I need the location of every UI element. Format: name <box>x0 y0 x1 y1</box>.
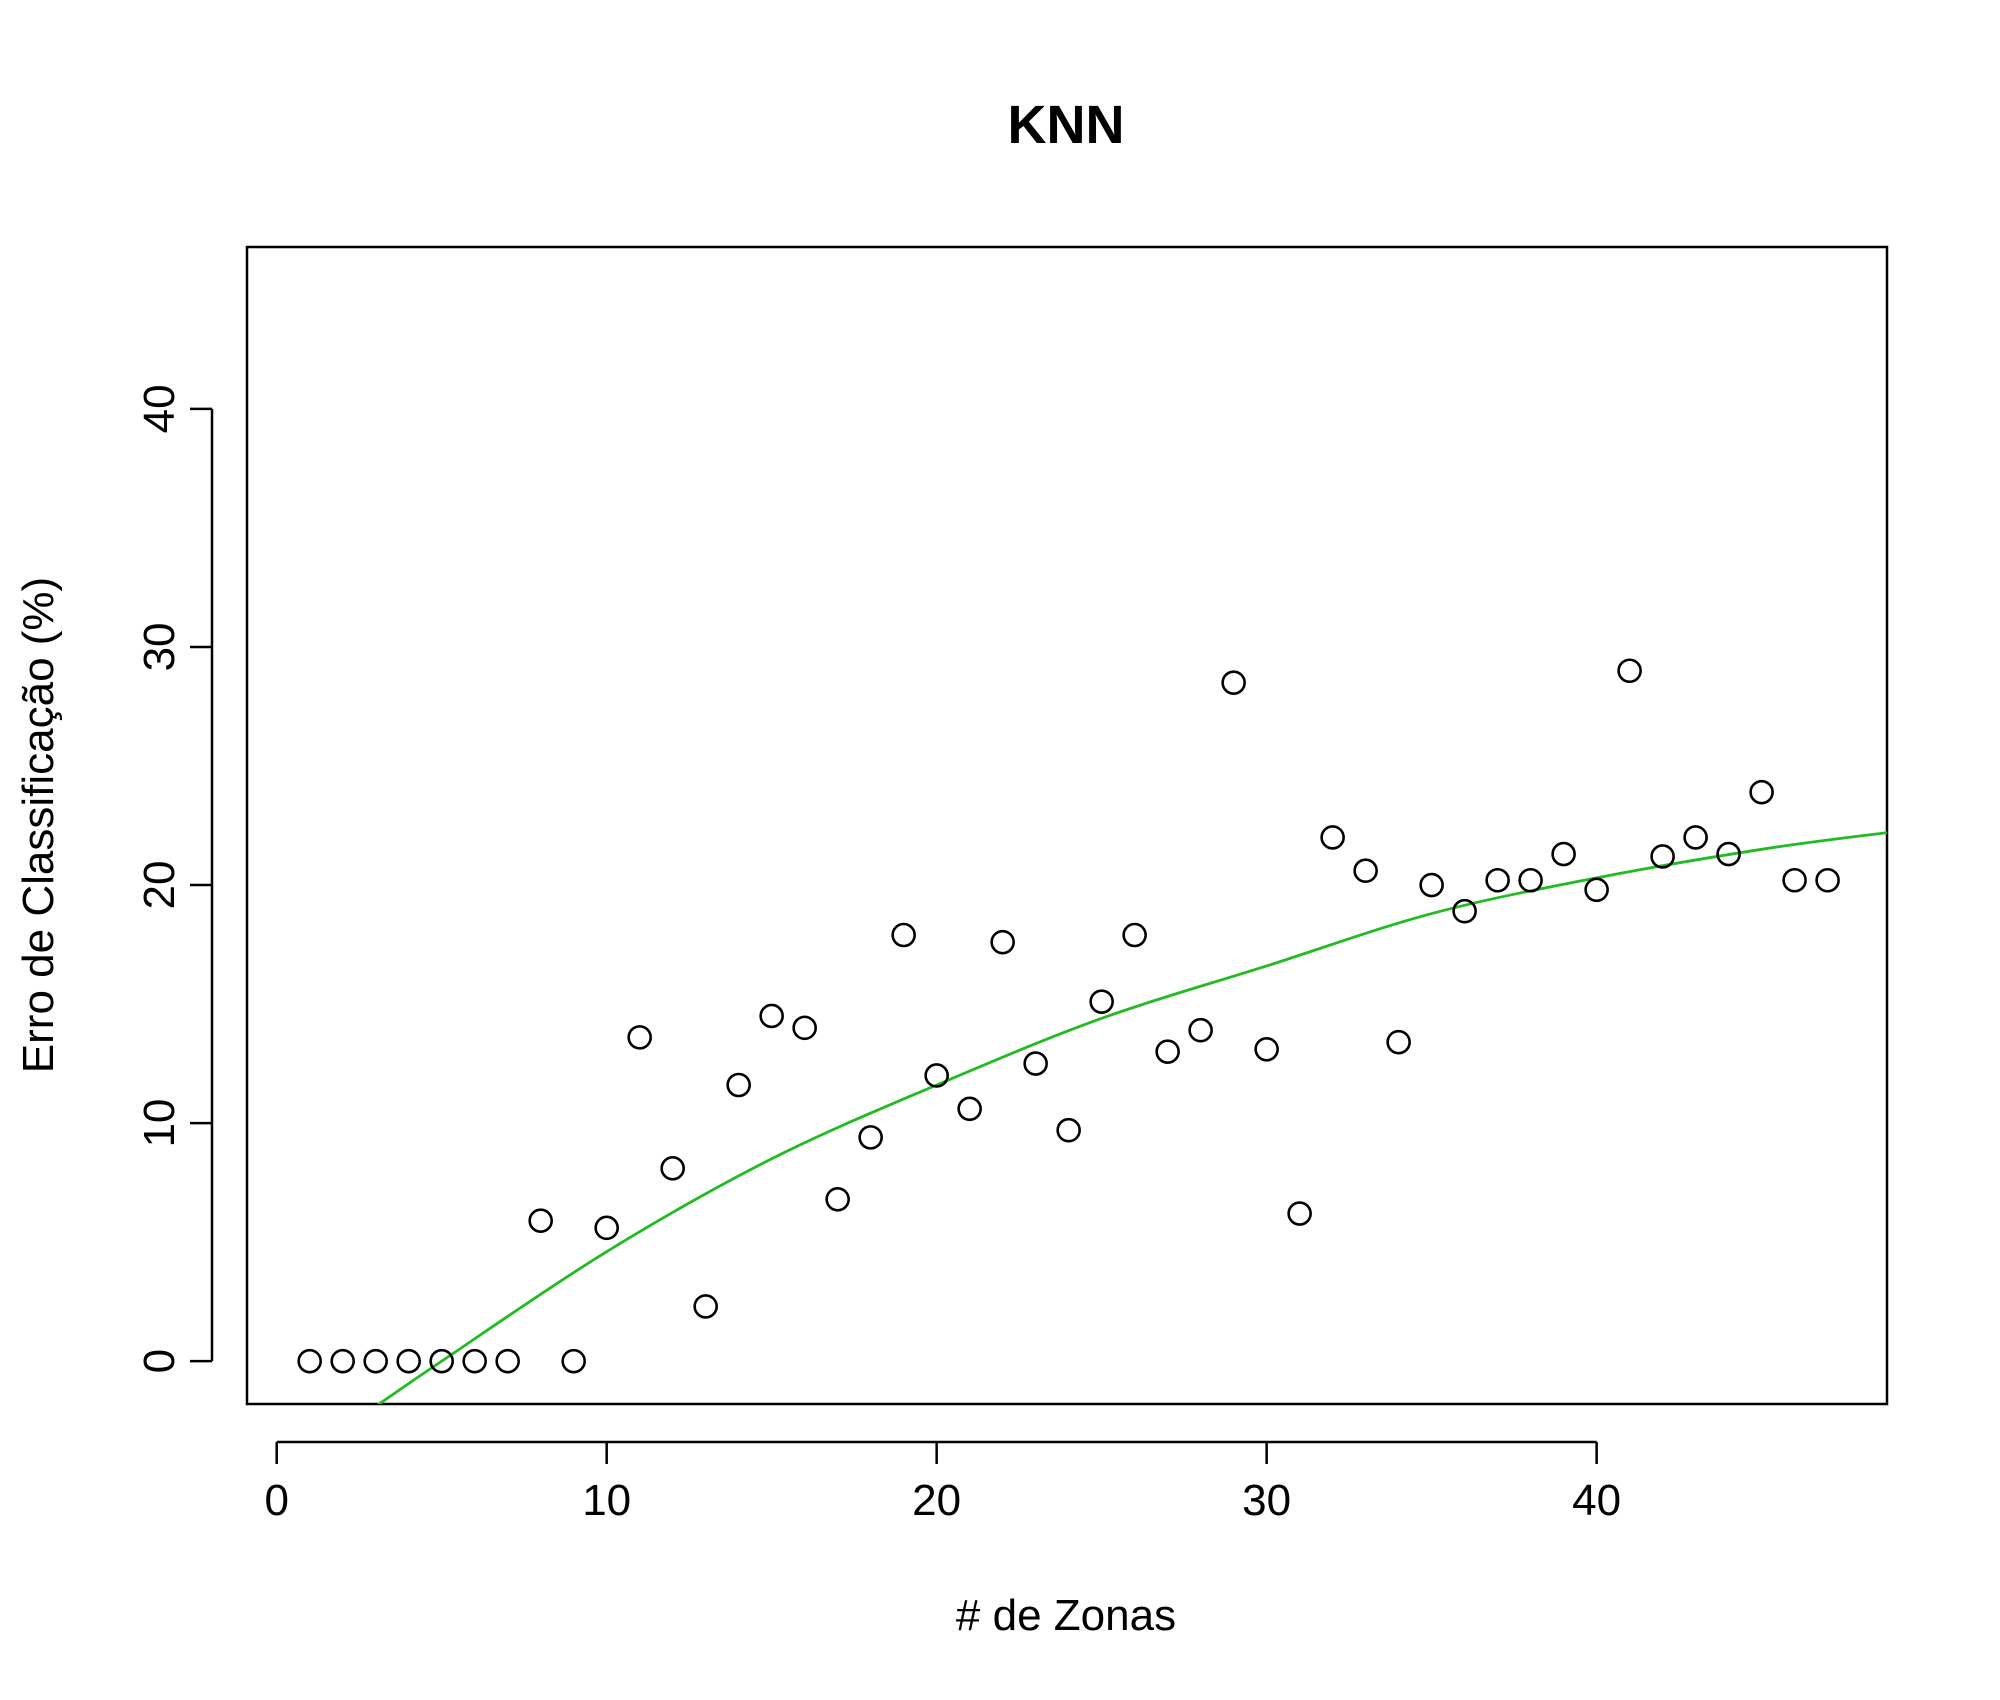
x-tick-label: 20 <box>912 1476 961 1525</box>
data-point <box>1056 1117 1081 1143</box>
data-point <box>1749 779 1774 805</box>
data-point <box>1419 872 1444 898</box>
data-point <box>528 1208 553 1233</box>
data-point <box>1155 1039 1180 1064</box>
x-tick-label: 30 <box>1242 1476 1291 1525</box>
y-tick-label: 0 <box>135 1349 184 1373</box>
data-point <box>1815 867 1840 893</box>
data-point <box>1089 989 1114 1014</box>
data-point <box>1320 825 1345 850</box>
data-point <box>1584 877 1609 903</box>
data-point <box>1650 844 1675 869</box>
data-point <box>1782 867 1807 893</box>
data-point <box>1188 1017 1213 1043</box>
data-point <box>1518 867 1543 893</box>
y-axis-label: Erro de Classificação (%) <box>14 577 63 1073</box>
data-point <box>561 1348 586 1374</box>
data-point <box>924 1063 949 1088</box>
data-point <box>462 1348 487 1374</box>
data-point <box>957 1096 982 1122</box>
data-point <box>1551 841 1576 867</box>
x-axis: 0 10 20 30 40 <box>264 1440 1621 1525</box>
data-point <box>1287 1201 1312 1226</box>
data-point <box>792 1015 817 1041</box>
data-point <box>1386 1029 1411 1055</box>
data-point <box>1485 867 1510 893</box>
data-point <box>660 1156 685 1181</box>
chart-title: KNN <box>1008 95 1125 155</box>
data-point <box>726 1072 751 1098</box>
data-point <box>1254 1036 1279 1062</box>
data-points <box>297 658 1840 1374</box>
data-point <box>495 1348 520 1374</box>
data-point <box>594 1215 619 1241</box>
fit-line <box>376 831 1887 1404</box>
y-tick-label: 30 <box>135 622 184 671</box>
data-point <box>363 1348 388 1374</box>
y-axis: 0 10 20 30 40 <box>135 384 214 1373</box>
y-tick-label: 20 <box>135 861 184 910</box>
data-point <box>297 1348 322 1374</box>
data-point <box>627 1025 652 1050</box>
data-point <box>990 929 1015 955</box>
data-point <box>396 1348 421 1374</box>
plot-frame <box>245 245 1889 1406</box>
data-point <box>330 1348 355 1374</box>
data-point <box>1683 825 1708 850</box>
data-point <box>1716 841 1741 867</box>
data-point <box>1122 922 1147 948</box>
x-axis-label: # de Zonas <box>956 1591 1176 1640</box>
x-tick-label: 10 <box>582 1476 631 1525</box>
x-tick-label: 40 <box>1572 1476 1621 1525</box>
y-tick-label: 10 <box>135 1099 184 1148</box>
data-point <box>1452 898 1477 924</box>
data-point <box>858 1125 883 1150</box>
data-point <box>1023 1051 1048 1076</box>
data-point <box>1617 658 1642 684</box>
data-point <box>825 1186 850 1212</box>
data-point <box>429 1348 454 1374</box>
y-tick-label: 40 <box>135 384 184 433</box>
data-point <box>693 1294 718 1319</box>
data-point <box>1221 670 1246 695</box>
x-tick-label: 0 <box>264 1476 288 1525</box>
data-point <box>891 922 916 948</box>
data-point <box>759 1003 784 1029</box>
data-point <box>1353 858 1378 884</box>
